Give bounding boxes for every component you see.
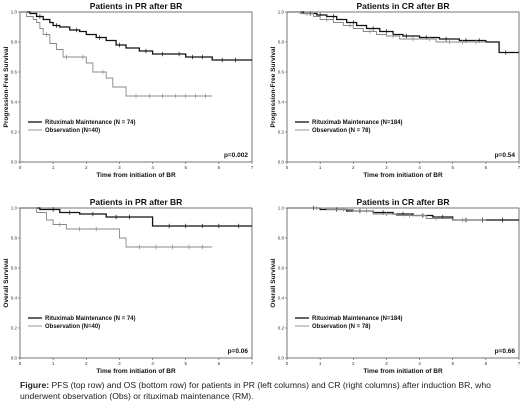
p-value-label: p=0.66 xyxy=(495,348,516,355)
x-tick-label: 2 xyxy=(352,361,355,366)
x-tick-label: 3 xyxy=(118,361,121,366)
x-tick-label: 5 xyxy=(184,165,187,170)
x-tick-label: 6 xyxy=(218,361,221,366)
y-tick-label: 0.2 xyxy=(278,130,285,135)
x-tick-label: 6 xyxy=(485,165,488,170)
y-axis-label: Progression-Free Survival xyxy=(3,46,10,127)
y-tick-label: 0.8 xyxy=(278,40,285,45)
chart-panel-top-right: Patients in CR after BR Progression-Free … xyxy=(270,1,520,179)
x-tick-label: 3 xyxy=(385,165,388,170)
km-curve-observation xyxy=(20,207,213,248)
x-tick-label: 2 xyxy=(85,165,88,170)
y-tick-label: 0.0 xyxy=(278,356,285,361)
plot-frame xyxy=(19,207,253,359)
y-axis-label: Progression-Free Survival xyxy=(270,46,277,127)
x-tick-label: 3 xyxy=(118,165,121,170)
y-tick-label: 0.6 xyxy=(11,266,18,271)
y-tick-label: 0.4 xyxy=(11,296,18,301)
x-tick-label: 1 xyxy=(52,361,55,366)
x-tick-label: 6 xyxy=(485,361,488,366)
chart-title: Patients in PR after BR xyxy=(90,1,183,11)
y-tick-label: 0.2 xyxy=(11,130,18,135)
y-tick-label: 0.6 xyxy=(278,70,285,75)
y-tick-label: 1.0 xyxy=(11,10,18,15)
km-curve-observation xyxy=(287,207,486,221)
x-tick-label: 0 xyxy=(286,165,289,170)
chart-title: Patients in PR after BR xyxy=(90,197,183,207)
x-tick-label: 4 xyxy=(418,165,421,170)
x-tick-label: 4 xyxy=(418,361,421,366)
figure-caption: Figure: PFS (top row) and OS (bottom row… xyxy=(20,380,516,402)
caption-text: PFS (top row) and OS (bottom row) for pa… xyxy=(20,380,491,401)
x-tick-label: 2 xyxy=(85,361,88,366)
plot-frame xyxy=(286,11,520,163)
y-axis-label: Overall Survival xyxy=(270,258,277,307)
y-tick-label: 0.8 xyxy=(11,236,18,241)
y-tick-label: 0.2 xyxy=(278,326,285,331)
x-tick-label: 7 xyxy=(251,361,254,366)
x-tick-label: 7 xyxy=(251,165,254,170)
chart-title: Patients in CR after BR xyxy=(356,197,449,207)
km-curve-rituximab xyxy=(287,11,519,54)
y-tick-label: 1.0 xyxy=(278,10,285,15)
chart-panel-top-left: Patients in PR after BR Progression-Free … xyxy=(3,1,254,179)
x-tick-label: 5 xyxy=(184,361,187,366)
legend-entry: Rituximab Maintenance (N=184) xyxy=(312,316,403,322)
y-tick-label: 0.0 xyxy=(11,356,18,361)
x-tick-label: 2 xyxy=(352,165,355,170)
x-tick-label: 3 xyxy=(385,361,388,366)
x-tick-label: 4 xyxy=(151,165,154,170)
survival-figure: Patients in PR after BR Progression-Free … xyxy=(3,1,520,375)
km-curve-rituximab xyxy=(20,207,252,227)
caption-label: Figure: xyxy=(20,380,50,390)
x-tick-label: 1 xyxy=(319,361,322,366)
x-tick-label: 1 xyxy=(52,165,55,170)
p-value-label: p=0.54 xyxy=(495,152,516,159)
legend-entry: Observation (N=40) xyxy=(45,324,100,330)
x-tick-label: 0 xyxy=(19,361,22,366)
y-tick-label: 0.4 xyxy=(278,100,285,105)
legend-entry: Observation (N = 78) xyxy=(312,324,371,330)
y-tick-label: 0.8 xyxy=(11,40,18,45)
legend-entry: Rituximab Maintenance (N=184) xyxy=(312,120,403,126)
legend-entry: Observation (N=40) xyxy=(45,128,100,134)
x-axis-label: Time from initiation of BR xyxy=(96,172,176,179)
km-curve-observation xyxy=(287,11,486,43)
x-axis-label: Time from initiation of BR xyxy=(363,172,443,179)
chart-panel-bottom-left: Patients in PR after BR Overall Survival T… xyxy=(3,197,254,375)
x-axis-label: Time from initiation of BR xyxy=(96,368,176,375)
chart-title: Patients in CR after BR xyxy=(356,1,449,11)
x-tick-label: 4 xyxy=(151,361,154,366)
x-tick-label: 7 xyxy=(518,361,520,366)
y-tick-label: 1.0 xyxy=(11,206,18,211)
p-value-label: p=0.002 xyxy=(224,152,248,159)
x-axis-label: Time from initiation of BR xyxy=(363,368,443,375)
km-curve-observation xyxy=(20,11,213,97)
legend-entry: Observation (N = 78) xyxy=(312,128,371,134)
x-tick-label: 6 xyxy=(218,165,221,170)
y-tick-label: 0.8 xyxy=(278,236,285,241)
y-tick-label: 0.0 xyxy=(278,160,285,165)
x-tick-label: 5 xyxy=(451,361,454,366)
p-value-label: p=0.06 xyxy=(228,348,249,355)
x-tick-label: 5 xyxy=(451,165,454,170)
y-axis-label: Overall Survival xyxy=(3,258,10,307)
x-tick-label: 7 xyxy=(518,165,520,170)
x-tick-label: 0 xyxy=(19,165,22,170)
y-tick-label: 0.0 xyxy=(11,160,18,165)
y-tick-label: 1.0 xyxy=(278,206,285,211)
plot-frame xyxy=(19,11,253,163)
km-curve-rituximab xyxy=(20,11,252,61)
y-tick-label: 0.6 xyxy=(11,70,18,75)
y-tick-label: 0.4 xyxy=(278,296,285,301)
x-tick-label: 0 xyxy=(286,361,289,366)
plot-frame xyxy=(286,207,520,359)
x-tick-label: 1 xyxy=(319,165,322,170)
legend-entry: Rituximab Maintenance (N = 74) xyxy=(45,120,136,126)
y-tick-label: 0.2 xyxy=(11,326,18,331)
chart-panel-bottom-right: Patients in CR after BR Overall Survival T… xyxy=(270,197,520,375)
y-tick-label: 0.6 xyxy=(278,266,285,271)
legend-entry: Rituximab Maintenance (N = 74) xyxy=(45,316,136,322)
y-tick-label: 0.4 xyxy=(11,100,18,105)
